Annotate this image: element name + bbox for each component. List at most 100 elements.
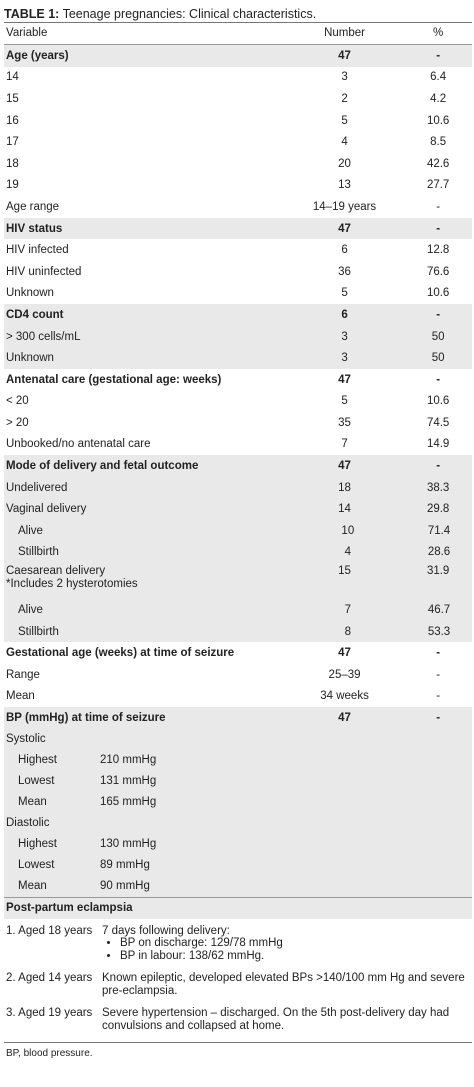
bp-value: 131 mmHg [100, 775, 157, 788]
cell-number: 14 [338, 503, 351, 516]
variable-text: Age (years) [6, 49, 69, 62]
variable-text: Caesarean delivery [6, 565, 106, 578]
cell-variable: Mean [4, 690, 285, 702]
table-row: Unknown 3 50 [4, 347, 472, 369]
case-text: 7 days following delivery: [102, 924, 230, 937]
cell-number: 2 [341, 92, 348, 105]
cell-number: 35 [338, 416, 351, 429]
cell-percent: 4.2 [430, 92, 447, 105]
cell-percent: - [436, 668, 441, 681]
variable-text: 19 [6, 179, 19, 192]
footnote: BP, blood pressure. [6, 1048, 93, 1060]
table-row: Undelivered 18 38.3 [4, 476, 472, 499]
variable-text: 18 [6, 157, 19, 170]
variable-text: HIV uninfected [6, 265, 82, 278]
cell-variable: 18 [4, 158, 285, 170]
table-row: Mean 34 weeks - [4, 686, 472, 708]
cell-variable: > 300 cells/mL [4, 331, 285, 343]
cell-percent: 50 [431, 330, 445, 343]
table-row: Vaginal delivery 14 29.8 [4, 498, 472, 521]
cell-percent: - [436, 647, 441, 660]
cell-variable: Gestational age (weeks) at time of seizu… [4, 647, 285, 659]
header-variable: Variable [6, 27, 48, 39]
table-row: < 20 5 10.6 [4, 391, 472, 413]
bp-row: Lowest 89 mmHg [4, 855, 472, 876]
table-row: Age range 14–19 years - [4, 196, 472, 218]
cell-number: 7 [341, 438, 348, 451]
cell-number: 25–39 [328, 668, 361, 681]
cell-number: 5 [341, 287, 348, 300]
table-row: HIV uninfected 36 76.6 [4, 261, 472, 283]
cell-variable: HIV uninfected [4, 266, 285, 278]
variable-text: < 20 [6, 395, 29, 408]
cell-variable: Caesarean delivery *Includes 2 hysterotom… [4, 565, 285, 591]
bp-row: Lowest 131 mmHg [4, 771, 472, 792]
cell-variable: Age (years) [4, 50, 285, 62]
bp-value: 89 mmHg [100, 859, 150, 872]
variable-text: Stillbirth [18, 625, 59, 638]
cell-number: 47 [338, 373, 351, 386]
bp-measure: Highest [18, 838, 57, 851]
cell-percent: - [436, 712, 441, 725]
case-text: Known epileptic, developed elevated BPs … [102, 972, 465, 997]
variable-text: CD4 count [6, 308, 64, 321]
table-body: Age (years) 47-14 3 6.4 15 2 4.2 16 5 10.6 17 4 8.5 1… [4, 45, 472, 729]
table-row: Unbooked/no antenatal care 7 14.9 [4, 434, 472, 456]
case-text: Severe hypertension – discharged. On the… [102, 1007, 450, 1032]
postpartum-case: 3. Aged 19 years Severe hypertension – di… [4, 1001, 472, 1036]
table-row: 19 13 27.7 [4, 175, 472, 197]
cell-number: 36 [338, 265, 351, 278]
cell-percent: 10.6 [426, 114, 450, 127]
cell-percent: 74.5 [426, 416, 450, 429]
variable-text: HIV infected [6, 244, 69, 257]
table-row: Age (years) 47 - [4, 45, 472, 67]
variable-text: 14 [6, 71, 19, 84]
bp-row: Mean 90 mmHg [4, 876, 472, 897]
cell-variable: < 20 [4, 395, 285, 407]
variable-text: > 300 cells/mL [6, 330, 81, 343]
bp-value: 210 mmHg [100, 754, 157, 767]
cell-percent: 10.6 [426, 395, 450, 408]
caption-label: TABLE 1: [4, 7, 60, 21]
cell-number: 6 [341, 244, 348, 257]
bp-measure: Mean [18, 880, 47, 893]
table-container: TABLE 1: Teenage pregnancies: Clinical c… [4, 0, 472, 1059]
cell-number: 47 [338, 460, 351, 473]
case-detail: 7 days following delivery:BP on discharg… [102, 925, 472, 963]
table-row: BP (mmHg) at time of seizure 47 - [4, 707, 472, 729]
diastolic-label-row: Diastolic [4, 813, 472, 834]
cell-variable: > 20 [4, 417, 285, 429]
cell-percent: 29.8 [426, 503, 450, 516]
cell-number: 3 [341, 352, 348, 365]
table-row: HIV infected 6 12.8 [4, 239, 472, 261]
cell-variable: BP (mmHg) at time of seizure [4, 712, 285, 724]
cell-variable: 19 [4, 179, 285, 191]
table-row: CD4 count 6 - [4, 304, 472, 326]
postpartum-case: 2. Aged 14 years Known epileptic, develop… [4, 966, 472, 1001]
variable-text: Alive [18, 604, 43, 617]
cell-number: 5 [341, 395, 348, 408]
table-row: 16 5 10.6 [4, 110, 472, 132]
cell-variable: Alive [4, 604, 290, 616]
variable-text: Age range [6, 200, 60, 213]
variable-text: 16 [6, 114, 19, 127]
cell-percent: - [436, 690, 441, 703]
cell-percent: - [436, 460, 441, 473]
systolic-label-row: Systolic [4, 729, 472, 750]
table-row: Gestational age (weeks) at time of seizu… [4, 642, 472, 664]
variable-text: BP (mmHg) at time of seizure [6, 712, 166, 725]
cell-number: 47 [338, 647, 351, 660]
bp-row: Mean 165 mmHg [4, 792, 472, 813]
cell-percent: 50 [431, 352, 445, 365]
variable-text: HIV status [6, 222, 63, 235]
cell-number: 7 [344, 604, 352, 617]
variable-text: 15 [6, 92, 19, 105]
cell-number: 8 [344, 625, 352, 638]
case-label: 1. Aged 18 years [6, 924, 93, 937]
variable-text: Alive [18, 524, 43, 537]
table-row: Range 25–39 - [4, 664, 472, 686]
bp-measure: Lowest [18, 775, 55, 788]
bp-row: Highest 130 mmHg [4, 834, 472, 855]
table-row: Stillbirth 8 53.3 [4, 620, 472, 643]
cell-variable: Stillbirth [4, 546, 290, 558]
